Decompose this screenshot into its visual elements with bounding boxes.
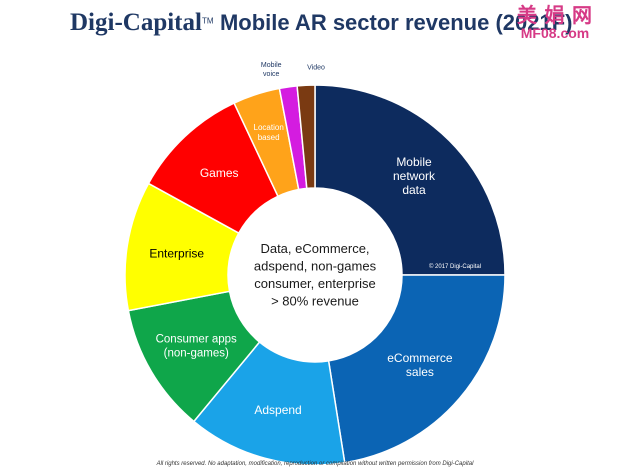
slice-video [296, 84, 316, 190]
slice-adspend [192, 340, 346, 466]
slice-label-mobile-voice: Mobile voice [261, 62, 282, 78]
chart-title-row: Digi-CapitalTM Mobile AR sector revenue … [70, 10, 572, 35]
slice-mobile-network-data [314, 84, 506, 276]
slice-labels-group: Mobile network data eCommerce sales Adspend Co… [149, 62, 453, 417]
slice-label-ecommerce-sales: eCommerce sales [387, 351, 453, 379]
slice-label-mobile-network-data: Mobile network data [393, 155, 436, 197]
slice-label-adspend: Adspend [254, 403, 301, 417]
watermark-bottom-text: MF08.com [520, 25, 590, 41]
slice-label-video: Video [307, 65, 325, 72]
center-annotation: Data, eCommerce, adspend, non-games consum… [254, 241, 377, 309]
slice-label-consumer-apps-non-games: Consumer apps (non-games) [156, 333, 237, 359]
brand-logo-text: Digi-Capital [70, 9, 202, 36]
watermark: 美 娟 网 MF08.com [480, 6, 630, 40]
slices-group [124, 84, 506, 466]
slice-label-location-based: Location based [254, 123, 284, 142]
slice-label-games: Games [200, 166, 239, 180]
trademark-mark: TM [201, 16, 214, 26]
slice-label-enterprise: Enterprise [149, 246, 204, 260]
watermark-top-text: 美 娟 网 [516, 5, 594, 27]
slice-ecommerce-sales [327, 274, 506, 464]
copyright-text: © 2017 Digi-Capital [429, 263, 481, 270]
footer-rights-text: All rights reserved. No adaptation, modi… [156, 461, 474, 467]
chart-title: Mobile AR sector revenue (2021F) [219, 10, 573, 35]
